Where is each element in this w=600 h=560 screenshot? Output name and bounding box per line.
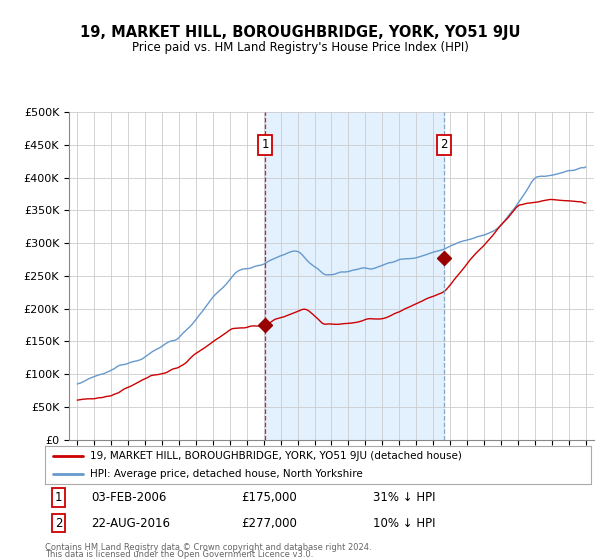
Text: 2: 2 [440, 138, 448, 151]
Text: 1: 1 [55, 491, 62, 504]
Text: £277,000: £277,000 [242, 517, 298, 530]
Text: HPI: Average price, detached house, North Yorkshire: HPI: Average price, detached house, Nort… [90, 469, 362, 479]
Bar [265, 112, 444, 440]
Text: 2: 2 [55, 517, 62, 530]
Text: 10% ↓ HPI: 10% ↓ HPI [373, 517, 435, 530]
Text: 22-AUG-2016: 22-AUG-2016 [91, 517, 170, 530]
Text: 19, MARKET HILL, BOROUGHBRIDGE, YORK, YO51 9JU: 19, MARKET HILL, BOROUGHBRIDGE, YORK, YO… [80, 25, 520, 40]
Text: 31% ↓ HPI: 31% ↓ HPI [373, 491, 435, 504]
Text: Contains HM Land Registry data © Crown copyright and database right 2024.: Contains HM Land Registry data © Crown c… [45, 543, 371, 552]
Text: 03-FEB-2006: 03-FEB-2006 [91, 491, 167, 504]
Text: £175,000: £175,000 [242, 491, 298, 504]
Text: Price paid vs. HM Land Registry's House Price Index (HPI): Price paid vs. HM Land Registry's House … [131, 40, 469, 54]
Text: This data is licensed under the Open Government Licence v3.0.: This data is licensed under the Open Gov… [45, 550, 313, 559]
Text: 1: 1 [262, 138, 269, 151]
Text: 19, MARKET HILL, BOROUGHBRIDGE, YORK, YO51 9JU (detached house): 19, MARKET HILL, BOROUGHBRIDGE, YORK, YO… [90, 451, 461, 461]
